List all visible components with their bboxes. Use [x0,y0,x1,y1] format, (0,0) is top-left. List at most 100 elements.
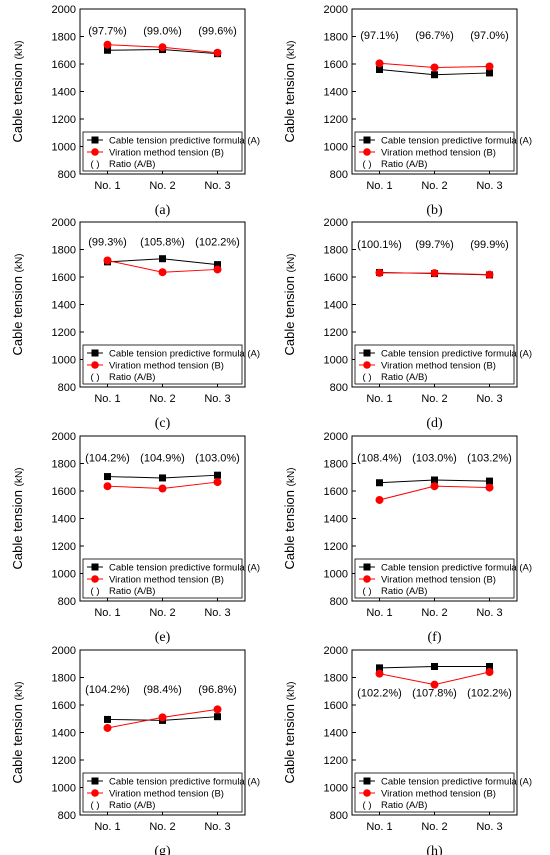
legend-series-b-label: Viration method tension (B) [109,789,224,800]
y-tick-label: 1400 [324,87,348,99]
y-tick-label: 1600 [324,486,348,498]
legend-series-b-label: Viration method tension (B) [109,148,224,159]
legend-series-a-marker [363,136,371,144]
chart-panel-5: 800 1000 1200 1400 1600 1800 2000 No. 1 No. 2 No.… [10,431,260,645]
y-axis-title: Cable tension (kN) [282,467,297,569]
legend-ratio-marker: ( ) [363,586,372,597]
y-axis-title: Cable tension (kN) [10,40,25,142]
series-b-point [485,62,494,71]
y-tick-label: 1400 [52,87,76,99]
legend-series-a-marker [91,563,99,571]
y-tick-label: 1000 [324,142,348,154]
series-a-point [214,713,221,721]
x-tick-label: No. 3 [204,393,230,405]
series-a-point [214,471,221,479]
chart-panel-2: 800 1000 1200 1400 1600 1800 2000 No. 1 No. 2 No.… [282,4,532,218]
y-axis-title-unit: (kN) [14,681,25,700]
y-tick-label: 1200 [52,755,76,767]
x-tick-label: No. 2 [149,821,175,833]
x-tick-label: No. 2 [421,393,447,405]
series-b-point [375,495,384,504]
ratio-label: (100.1%) [357,239,402,251]
panel-label: (f) [428,630,442,645]
legend-ratio-marker: ( ) [91,159,100,170]
panel-label: (e) [155,630,171,645]
y-axis-title-text: Cable tension [282,486,297,569]
legend-series-a-label: Cable tension predictive formula (A) [381,136,532,147]
ratio-label: (102.2%) [467,688,512,700]
panel-label: (b) [426,203,443,218]
ratio-label: (108.4%) [357,452,402,464]
series-b-point [213,48,222,57]
legend-series-a-label: Cable tension predictive formula (A) [109,349,260,360]
series-a-point [486,69,493,77]
chart-panel-1: 800 1000 1200 1400 1600 1800 2000 No. 1 No. 2 No.… [10,4,260,218]
series-b-point [213,705,222,714]
series-a-point [104,715,111,723]
legend-series-a-marker [91,777,99,785]
legend-ratio-marker: ( ) [91,800,100,811]
x-tick-label: No. 1 [94,821,120,833]
legend-ratio-label: Ratio (A/B) [381,372,427,383]
legend-box [354,772,515,813]
panel-label: (a) [155,203,171,218]
legend-series-b-label: Viration method tension (B) [381,148,496,159]
panel-label: (d) [426,416,443,431]
ratio-label: (97.7%) [88,25,127,37]
y-tick-label: 800 [58,382,76,394]
series-b-point [213,478,222,487]
series-a-point [376,66,383,73]
y-tick-label: 1400 [324,514,348,526]
ratio-label: (105.8%) [140,236,185,248]
legend-box [82,558,243,599]
y-axis-title-text: Cable tension [10,486,25,569]
ratio-label: (96.8%) [198,684,237,696]
y-tick-label: 2000 [52,4,76,16]
legend-series-b-marker [363,361,371,369]
legend-ratio-label: Ratio (A/B) [109,159,155,170]
y-tick-label: 1800 [324,459,348,471]
series-b-point [375,59,384,68]
legend-ratio-marker: ( ) [363,372,372,383]
legend-series-a-label: Cable tension predictive formula (A) [109,563,260,574]
y-tick-label: 1200 [52,114,76,126]
legend-series-a-label: Cable tension predictive formula (A) [381,349,532,360]
series-a-point [376,479,383,487]
y-axis-title-unit: (kN) [14,467,25,486]
x-tick-label: No. 3 [204,821,230,833]
series-a-point [159,255,166,263]
series-a-point [431,663,438,670]
chart-panel-4: 800 1000 1200 1400 1600 1800 2000 No. 1 No. 2 No.… [282,217,532,431]
legend-ratio-marker: ( ) [91,586,100,597]
y-tick-label: 1200 [324,755,348,767]
x-tick-label: No. 1 [94,607,120,619]
y-axis-title: Cable tension (kN) [282,681,297,783]
legend-ratio-label: Ratio (A/B) [381,159,427,170]
legend-ratio-marker: ( ) [363,800,372,811]
y-tick-label: 2000 [52,217,76,229]
ratio-label: (96.7%) [415,30,454,42]
x-tick-label: No. 2 [421,180,447,192]
legend-series-b-marker [363,148,371,156]
legend-series-b-label: Viration method tension (B) [381,575,496,586]
legend-series-b-label: Viration method tension (B) [109,361,224,372]
panel-label: (g) [154,844,171,855]
legend-ratio-label: Ratio (A/B) [109,372,155,383]
y-tick-label: 2000 [324,4,348,16]
y-tick-label: 1200 [324,541,348,553]
y-tick-label: 1800 [324,673,348,685]
ratio-label: (102.2%) [357,688,402,700]
series-b-point [430,63,439,72]
legend-box [354,558,515,599]
y-tick-label: 2000 [324,217,348,229]
legend-series-a-label: Cable tension predictive formula (A) [381,563,532,574]
legend-series-b-label: Viration method tension (B) [109,575,224,586]
x-tick-label: No. 2 [421,607,447,619]
series-b-point [158,484,167,493]
series-a-point [431,476,438,484]
y-tick-label: 1600 [324,700,348,712]
legend-ratio-label: Ratio (A/B) [381,586,427,597]
y-tick-label: 1800 [324,245,348,257]
legend-series-b-marker [91,575,99,583]
